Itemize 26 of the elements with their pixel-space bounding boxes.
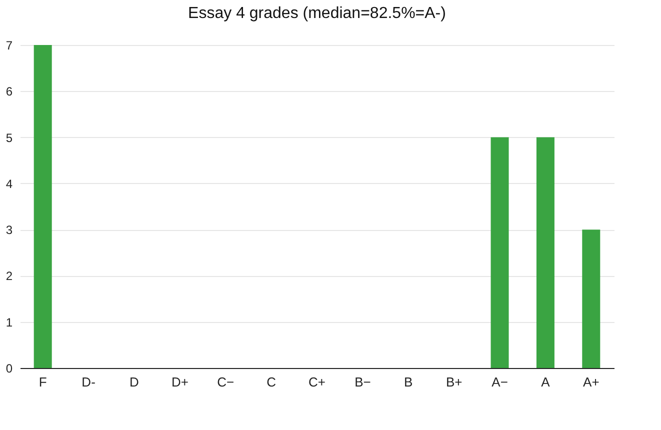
x-tick-label: C <box>266 374 276 390</box>
y-tick-label: 7 <box>6 38 13 52</box>
x-tick-label: B+ <box>446 374 462 390</box>
x-tick-label: A− <box>492 374 508 390</box>
x-tick-label: C+ <box>308 374 326 390</box>
bar <box>490 137 509 368</box>
y-tick-label: 2 <box>6 269 13 284</box>
y-tick-label: 5 <box>6 130 13 145</box>
x-tick-label: B− <box>354 374 371 390</box>
x-tick-label: F <box>38 374 47 390</box>
x-tick-label: D <box>130 374 139 390</box>
bar <box>582 230 600 368</box>
bar <box>34 45 52 368</box>
x-tick-label: C− <box>217 374 234 390</box>
x-tick-label: B <box>404 374 413 390</box>
y-tick-label: 6 <box>6 84 13 99</box>
y-tick-label: 3 <box>6 223 13 238</box>
y-tick-label: 4 <box>6 176 13 191</box>
chart-title: Essay 4 grades (median=82.5%=A-) <box>188 5 446 22</box>
y-tick-label: 1 <box>6 315 13 330</box>
y-tick-label: 0 <box>6 362 13 376</box>
x-tick-label: D- <box>82 374 96 390</box>
x-tick-label: A <box>541 374 550 390</box>
x-tick-label: A+ <box>583 374 600 390</box>
x-tick-label: D+ <box>171 374 188 390</box>
bar <box>536 137 554 368</box>
